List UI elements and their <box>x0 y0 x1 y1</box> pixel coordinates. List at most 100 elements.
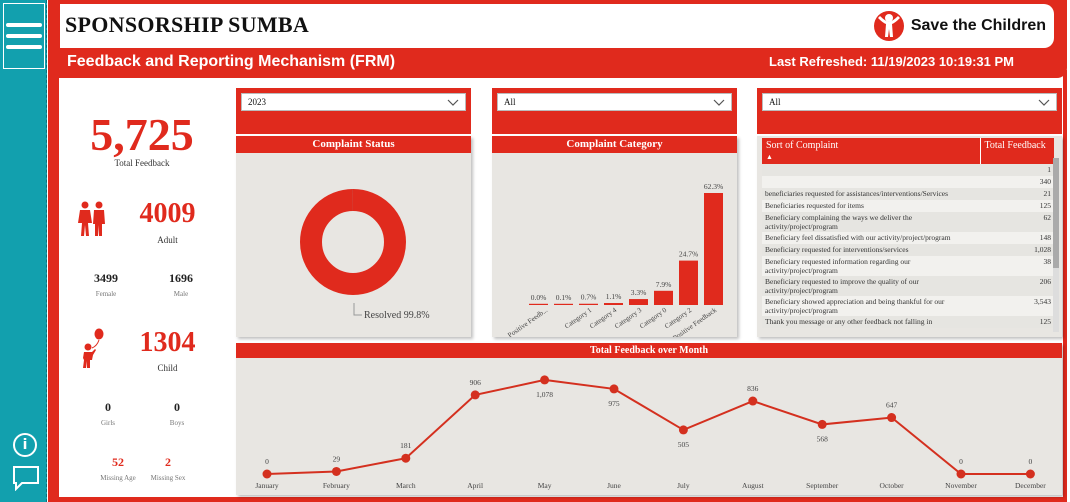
complaint-table-panel: Sort of Complaint ▲ Total Feedback 1 340 be… <box>757 136 1062 337</box>
year-select-value: 2023 <box>248 97 266 107</box>
feedback-point[interactable] <box>262 469 272 479</box>
table-cell-total: 3,543 <box>980 296 1054 316</box>
feedback-point[interactable] <box>540 375 550 385</box>
bar-value-label: 0.1% <box>556 293 572 302</box>
month-axis-label: May <box>538 481 552 490</box>
table-row[interactable]: Beneficiary showed appreciation and bein… <box>762 296 1054 316</box>
feedback-point[interactable] <box>748 396 758 406</box>
feedback-point[interactable] <box>817 419 827 429</box>
donut-slice[interactable] <box>300 189 406 295</box>
table-row[interactable]: 1 <box>762 164 1054 176</box>
boys-label: Boys <box>169 419 185 427</box>
category-bar[interactable] <box>629 299 648 305</box>
category-axis-label: Positive Feedb... <box>506 306 549 337</box>
category-bar[interactable] <box>679 260 698 305</box>
feedback-point[interactable] <box>331 466 341 476</box>
table-row[interactable]: Beneficiary feel dissatisfied with our a… <box>762 232 1054 244</box>
missing-age-label: Missing Age <box>100 474 136 482</box>
table-cell-complaint: Thank you message or any other feedback … <box>762 316 980 328</box>
feedback-point[interactable] <box>887 413 897 423</box>
feedback-value-label: 906 <box>470 378 482 387</box>
table-row[interactable]: Beneficiary complaining the ways we deli… <box>762 212 1054 232</box>
complaint-category-panel: Complaint Category 0.0% 0.1% 0.7% 1.1% 3.3% 7… <box>492 136 737 337</box>
feedback-point[interactable] <box>401 453 411 463</box>
category-bar[interactable] <box>654 290 673 305</box>
donut-slice[interactable] <box>300 189 406 295</box>
feedback-point[interactable] <box>678 425 688 435</box>
category-bar[interactable] <box>554 303 573 305</box>
month-axis-label: November <box>945 481 977 490</box>
table-header-total[interactable]: Total Feedback <box>979 138 1054 164</box>
hamburger-icon[interactable] <box>3 3 45 69</box>
table-cell-complaint: Beneficiary requested to improve the qua… <box>762 276 980 296</box>
logo: Save the Children <box>873 8 1046 44</box>
table-cell-total: 38 <box>980 256 1054 276</box>
month-axis-label: December <box>1015 481 1046 490</box>
female-value: 3499 <box>94 271 118 285</box>
feedback-value-label: 647 <box>886 401 898 410</box>
table-cell-complaint: Beneficiary requested for interventions/… <box>762 244 980 256</box>
missing-age-value: 52 <box>112 455 124 469</box>
female-label: Female <box>95 290 117 298</box>
total-feedback-value: 5,725 <box>90 109 194 160</box>
year-filter: 2023 <box>236 88 471 134</box>
table-row[interactable]: Beneficiaries requested for items 125 <box>762 200 1054 212</box>
complaint-category-title: Complaint Category <box>492 136 737 153</box>
category-bar[interactable] <box>604 303 623 305</box>
table-row[interactable]: Beneficiary requested for interventions/… <box>762 244 1054 256</box>
table-cell-complaint: Beneficiary feel dissatisfied with our a… <box>762 232 980 244</box>
chat-icon[interactable] <box>12 465 40 491</box>
bar-value-label: 7.9% <box>656 280 672 289</box>
male-label: Male <box>173 290 189 298</box>
table-row[interactable]: Beneficiary requested information regard… <box>762 256 1054 276</box>
category-select[interactable]: All <box>497 93 732 111</box>
feedback-point[interactable] <box>470 390 480 400</box>
feedback-value-label: 1,078 <box>536 390 553 399</box>
category-filter: All <box>492 88 737 134</box>
month-axis-label: September <box>806 481 839 490</box>
feedback-point[interactable] <box>1025 469 1035 479</box>
feedback-value-label: 505 <box>678 440 690 449</box>
feedback-value-label: 0 <box>265 457 269 466</box>
child-label: Child <box>157 363 178 373</box>
girls-label: Girls <box>101 419 115 427</box>
category-bar[interactable] <box>704 193 723 305</box>
feedback-point[interactable] <box>609 384 619 394</box>
complaint-table: Sort of Complaint ▲ Total Feedback 1 340 be… <box>762 138 1054 328</box>
boys-value: 0 <box>174 400 180 414</box>
category-axis-label: Category 0 <box>638 306 668 331</box>
monthly-feedback-chart: 0 January 29 February 181 March 906 April 1,078 M… <box>255 375 1046 490</box>
table-cell-complaint <box>762 164 980 176</box>
table-row[interactable]: Thank you message or any other feedback … <box>762 316 1054 328</box>
category-bar[interactable] <box>579 303 598 305</box>
left-rail: i <box>0 0 47 502</box>
feedback-point[interactable] <box>956 469 966 479</box>
adults-icon <box>78 201 105 236</box>
table-cell-total: 21 <box>980 188 1054 200</box>
missing-sex-value: 2 <box>165 455 171 469</box>
feedback-value-label: 0 <box>959 457 963 466</box>
adult-value: 4009 <box>139 198 196 229</box>
table-cell-total: 125 <box>980 316 1054 328</box>
complaint-filter: All <box>757 88 1062 134</box>
year-select[interactable]: 2023 <box>241 93 466 111</box>
month-axis-label: February <box>323 481 350 490</box>
frame-left <box>48 0 59 502</box>
info-icon[interactable]: i <box>13 433 37 457</box>
table-row[interactable]: Beneficiary requested to improve the qua… <box>762 276 1054 296</box>
feedback-value-label: 975 <box>608 399 620 408</box>
complaint-select[interactable]: All <box>762 93 1057 111</box>
feedback-value-label: 0 <box>1029 457 1033 466</box>
bar-value-label: 0.0% <box>531 293 547 302</box>
title-bar: SPONSORSHIP SUMBA Save the Children <box>60 4 1054 48</box>
table-scrollbar[interactable] <box>1053 158 1059 332</box>
last-refreshed: Last Refreshed: 11/19/2023 10:19:31 PM <box>769 54 1014 69</box>
total-feedback-label: Total Feedback <box>114 158 170 168</box>
table-header-label: Sort of Complaint <box>766 140 839 151</box>
complaint-select-value: All <box>769 97 781 107</box>
table-row[interactable]: 340 <box>762 176 1054 188</box>
category-bar[interactable] <box>529 303 548 305</box>
table-header-sort[interactable]: Sort of Complaint ▲ <box>762 138 980 164</box>
table-row[interactable]: beneficiaries requested for assistances/… <box>762 188 1054 200</box>
scroll-thumb[interactable] <box>1053 158 1059 268</box>
